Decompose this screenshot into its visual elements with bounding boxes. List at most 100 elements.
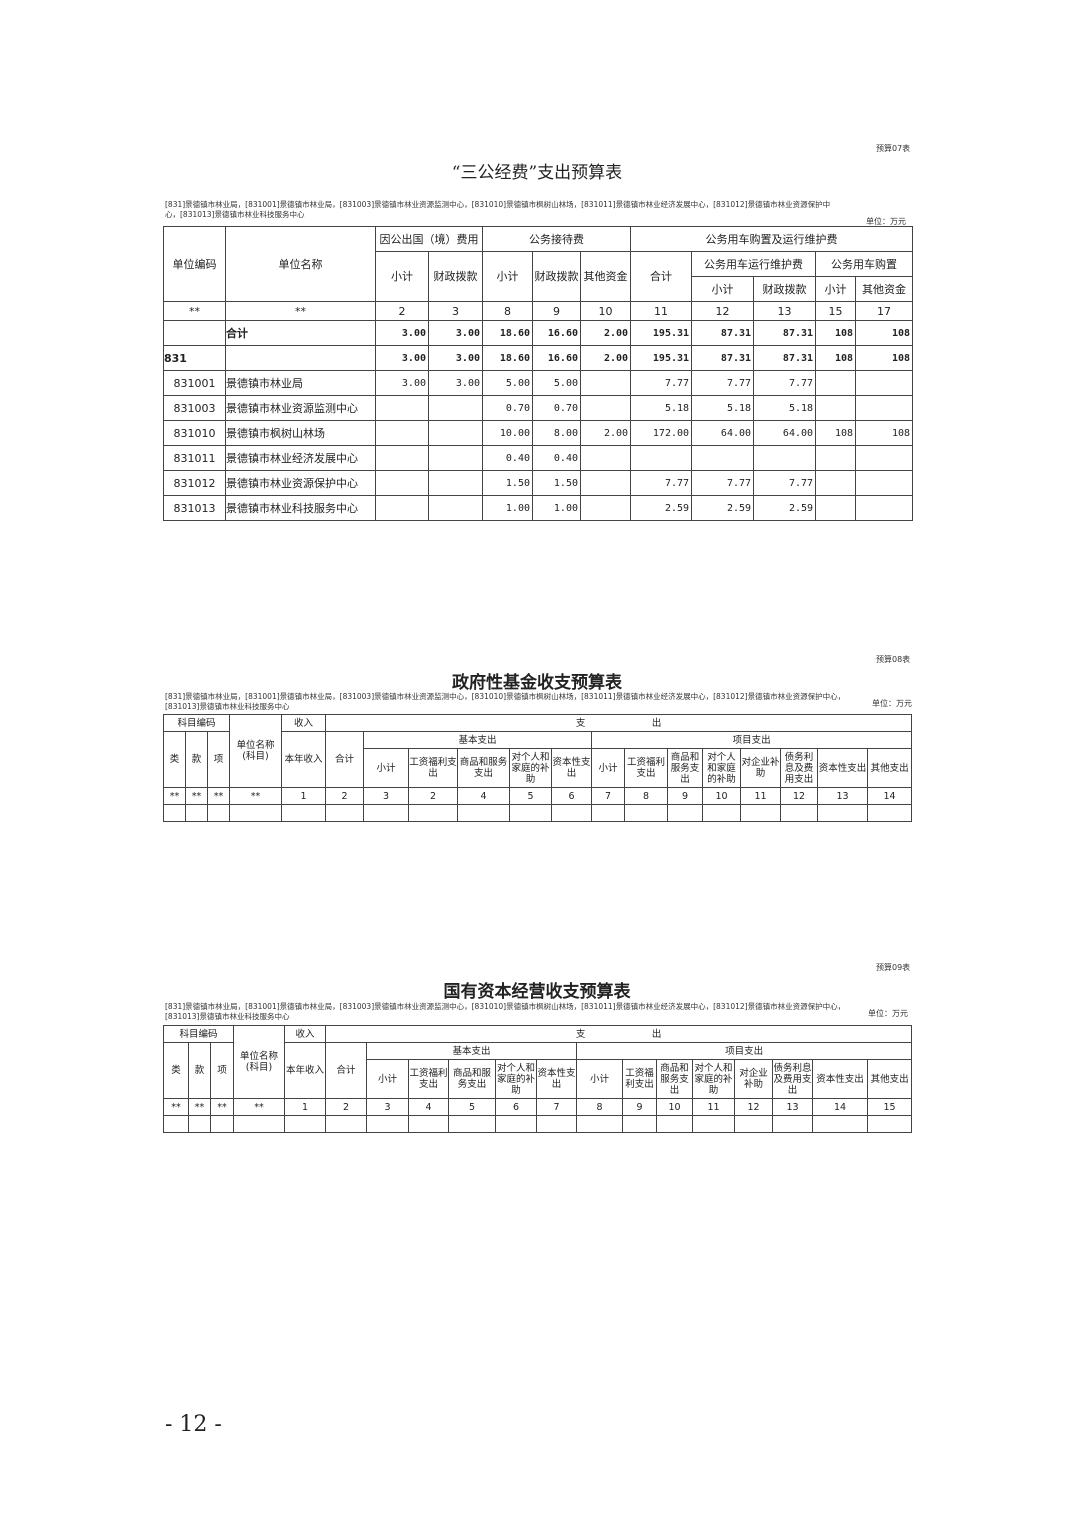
table-cell [867, 1115, 913, 1133]
header-cell: 基本支出 [366, 1042, 578, 1060]
table-cell: 11 [692, 1098, 736, 1116]
header-cell: 其他资金 [579, 251, 632, 302]
header-cell: 款 [188, 1042, 211, 1099]
table-cell: 831003 [163, 395, 226, 421]
table-row: 合计 3.00 3.00 18.60 16.60 2.00 195.31 87.31 87.31… [163, 320, 914, 346]
header-cell: 公务用车购置及运行维护费 [630, 226, 914, 252]
table-cell [579, 395, 632, 421]
table-cell [691, 445, 755, 471]
table-cell [188, 1115, 211, 1133]
header-cell: 工资福利支出 [622, 1059, 658, 1099]
table-row: 831011 景德镇市林业经济发展中心 0.40 0.40 [163, 445, 914, 471]
table-cell [375, 445, 429, 471]
header-cell: 单位编码 [163, 226, 226, 302]
table-cell [457, 804, 511, 822]
header-cell: 公务用车运行维护费 [691, 251, 817, 277]
table-cell [509, 804, 553, 822]
table-cell [624, 804, 669, 822]
table-cell: 18.60 [482, 320, 533, 346]
header-cell: 小计 [591, 748, 626, 788]
column-number-row: ** ** ** ** 1 2 3 4 5 6 7 8 9 10 11 12 13 14 15 [163, 1098, 913, 1116]
header-cell: 类 [163, 731, 186, 788]
table-cell: 5.00 [532, 370, 581, 396]
table-cell: 3 [363, 787, 410, 805]
table-cell [815, 495, 857, 521]
table-cell: 108 [855, 345, 914, 371]
header-cell: 对个人和家庭的补助 [509, 748, 553, 788]
table-cell [667, 804, 704, 822]
table-row: 831010 景德镇市枫树山林场 10.00 8.00 2.00 172.00 64.00 6… [163, 420, 914, 446]
table-cell: 12 [691, 301, 755, 321]
table-cell [185, 804, 208, 822]
table-cell: 7.77 [630, 370, 693, 396]
header-cell: 工资福利支出 [408, 1059, 450, 1099]
table-cell [817, 804, 869, 822]
header-cell: 商品和服务支出 [457, 748, 511, 788]
table-cell: 0.70 [532, 395, 581, 421]
table-cell: 1.00 [482, 495, 533, 521]
table-cell [855, 445, 914, 471]
table-cell [163, 804, 186, 822]
header-cell: 小计 [366, 1059, 410, 1099]
header-cell: 单位名称(科目) [233, 1025, 286, 1099]
header-cell: 合计 [325, 731, 365, 788]
table-cell [740, 804, 782, 822]
table-cell: 0.40 [532, 445, 581, 471]
table-cell: 1 [284, 1098, 327, 1116]
header-cell: 其他支出 [867, 748, 913, 788]
header-cell: 科目编码 [162, 1025, 235, 1043]
table-row: 831001 景德镇市林业局 3.00 3.00 5.00 5.00 7.77 7.77 7.7… [163, 370, 914, 396]
header-cell: 资本性支出 [551, 748, 593, 788]
header-cell: 基本支出 [363, 731, 593, 749]
table-cell [233, 1115, 286, 1133]
table-cell: 7.77 [753, 370, 817, 396]
table-cell: 景德镇市林业资源监测中心 [225, 395, 376, 421]
table-cell: ** [225, 301, 376, 321]
table-cell: 2.59 [691, 495, 755, 521]
table-code: 预算08表 [876, 655, 911, 664]
table-cell: 合计 [225, 320, 376, 346]
table-cell: 3 [428, 301, 483, 321]
table-cell: 11 [630, 301, 693, 321]
table-cell: 3.00 [428, 320, 483, 346]
table-cell: 1.50 [532, 470, 581, 496]
header-cell: 小计 [375, 251, 429, 302]
table-cell [448, 1115, 497, 1133]
table-cell: 195.31 [630, 320, 693, 346]
table-cell: 8 [576, 1098, 624, 1116]
table-cell: 2.00 [579, 345, 632, 371]
table-cell: 3 [366, 1098, 410, 1116]
table-cell: 7.77 [691, 470, 755, 496]
table-cell: 195.31 [630, 345, 693, 371]
unit-list: [831]景德镇市林业局，[831001]景德镇市林业局，[831003]景德镇… [165, 200, 831, 219]
page-number: - 12 - [165, 1412, 222, 1437]
unit-label: 单位：万元 [868, 1009, 908, 1018]
header-cell: 项 [209, 1042, 235, 1099]
header-cell: 项目支出 [591, 731, 913, 749]
table-cell: 2.59 [630, 495, 693, 521]
header-cell: 公务接待费 [481, 226, 632, 252]
table-cell: 831011 [163, 445, 226, 471]
table-cell: 景德镇市枫树山林场 [225, 420, 376, 446]
header-cell: 财政拨款 [428, 251, 483, 302]
header-cell: 债务利息及费用支出 [780, 748, 819, 788]
header-cell: 项目支出 [576, 1042, 913, 1060]
table-cell: 3.00 [375, 345, 429, 371]
table-cell: 8.00 [532, 420, 581, 446]
table-cell: 1 [281, 787, 327, 805]
table-cell [428, 470, 483, 496]
table-cell [815, 370, 857, 396]
table-code: 预算07表 [876, 144, 911, 153]
table-cell [375, 470, 429, 496]
header-cell: 公务用车购置 [815, 251, 914, 277]
header-cell: 资本性支出 [817, 748, 869, 788]
table-cell [375, 495, 429, 521]
header-cell: 单位名称 [225, 226, 376, 302]
table-cell: 景德镇市林业局 [225, 370, 376, 396]
header-cell: 收入 [284, 1025, 327, 1043]
table-cell: 2.00 [579, 420, 632, 446]
table-cell [363, 804, 410, 822]
header-cell: 其他支出 [867, 1059, 913, 1099]
table-cell [855, 470, 914, 496]
table-cell: 87.31 [753, 345, 817, 371]
